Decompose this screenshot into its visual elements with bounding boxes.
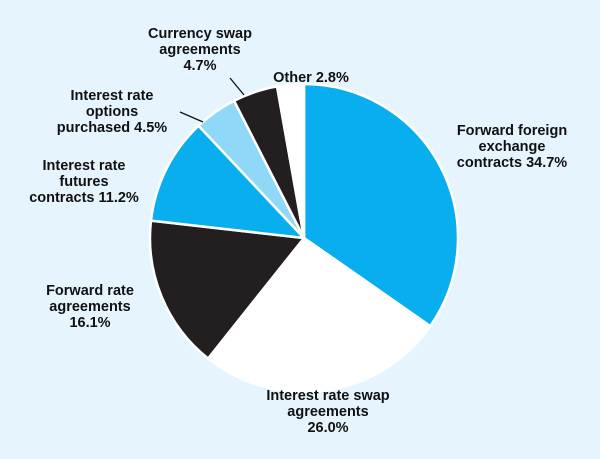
leader-line-interest-rate-options-purchased: [179, 111, 204, 123]
pie-slice-interest-rate-swap-agreements: [206, 236, 432, 394]
slice-label-line: Other 2.8%: [273, 70, 349, 86]
slice-label-line: agreements: [49, 299, 130, 315]
slice-label-line: Interest rate swap: [266, 388, 389, 404]
slice-label-line: options: [86, 104, 138, 120]
slice-label-line: Interest rate: [70, 88, 153, 104]
slice-label-line: agreements: [159, 42, 240, 58]
slice-label-line: exchange: [479, 139, 546, 155]
slice-label-line: Forward rate: [46, 283, 134, 299]
slice-label-other: Other 2.8%: [273, 70, 349, 86]
slice-label-forward-rate-agreements: Forward rate agreements 16.1%: [46, 283, 134, 331]
slice-label-line: 16.1%: [69, 315, 110, 331]
slice-label-line: agreements: [287, 404, 368, 420]
pie-slice-forward-foreign-exchange-contracts: [302, 82, 460, 328]
slice-label-line: futures: [59, 174, 108, 190]
slice-label-line: 4.7%: [183, 58, 216, 74]
slice-label-currency-swap-agreements: Currency swap agreements 4.7%: [148, 26, 252, 74]
slice-label-interest-rate-options-purchased: Interest rate options purchased 4.5%: [57, 88, 168, 136]
slice-label-line: purchased 4.5%: [57, 120, 168, 136]
pie-slices: [148, 82, 460, 394]
slice-label-line: Forward foreign: [457, 123, 567, 139]
slice-label-line: contracts 11.2%: [29, 190, 139, 206]
leader-line-currency-swap-agreements: [229, 77, 245, 96]
pie-slice-interest-rate-futures-contracts: [149, 124, 306, 240]
slice-label-line: contracts 34.7%: [457, 155, 568, 171]
pie-slice-forward-rate-agreements: [148, 219, 306, 360]
slice-label-interest-rate-futures-contracts: Interest rate futures contracts 11.2%: [29, 158, 139, 206]
slice-label-line: Interest rate: [42, 158, 125, 174]
pie-slice-other: [275, 82, 306, 240]
slice-label-line: Currency swap: [148, 26, 252, 42]
slice-label-interest-rate-swap-agreements: Interest rate swap agreements 26.0%: [266, 388, 389, 436]
slice-label-forward-foreign-exchange-contracts: Forward foreign exchange contracts 34.7%: [457, 123, 568, 171]
slice-label-line: 26.0%: [307, 420, 348, 436]
